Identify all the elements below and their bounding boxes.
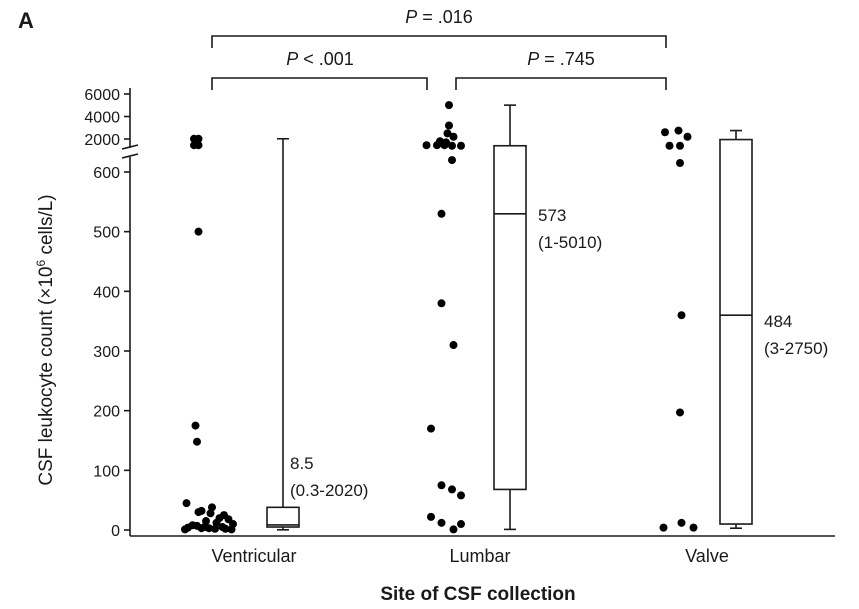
data-point xyxy=(437,299,446,308)
data-point xyxy=(437,481,446,490)
iqr-box xyxy=(493,144,527,491)
data-point xyxy=(182,499,191,508)
y-tick-label: 400 xyxy=(93,284,120,301)
box-labels: 8.5 (0.3-2020) 573 (1-5010) 484 (3-2750) xyxy=(290,206,828,500)
box-median-label: 8.5 xyxy=(290,454,314,473)
data-point xyxy=(221,524,230,533)
data-point xyxy=(440,141,449,150)
data-point xyxy=(674,126,683,135)
data-point xyxy=(211,524,219,533)
data-point xyxy=(683,132,692,141)
box-median-label: 484 xyxy=(764,312,792,331)
data-point xyxy=(449,341,458,350)
data-point xyxy=(427,424,435,433)
axis-break-mark xyxy=(121,144,139,150)
box-plots xyxy=(266,104,753,531)
y-tick-label: 200 xyxy=(93,404,120,421)
comparison-p-value: P = .745 xyxy=(527,49,595,69)
y-tick-label: 500 xyxy=(93,225,120,242)
box-range-label: (0.3-2020) xyxy=(290,481,368,500)
data-point xyxy=(449,525,458,534)
comparison-bracket xyxy=(455,77,667,90)
comparison-p-value: P = .016 xyxy=(405,7,473,27)
box-range-label: (1-5010) xyxy=(538,233,602,252)
data-point xyxy=(665,141,674,150)
data-points xyxy=(181,101,698,534)
axes: 0 100 200 300 400 500 600 2000 4000 6000 Ventricul… xyxy=(84,87,835,566)
data-point xyxy=(443,129,452,138)
data-point xyxy=(445,121,453,130)
data-point xyxy=(445,101,453,110)
y-tick-label: 100 xyxy=(93,463,120,480)
data-point xyxy=(457,141,465,150)
data-point xyxy=(676,159,684,168)
y-tick-label: 600 xyxy=(93,165,120,182)
data-point xyxy=(457,520,465,529)
y-axis-label: CSF leukocyte count (×106 cells/L) xyxy=(34,194,57,485)
data-point xyxy=(448,156,456,165)
panel-label: A xyxy=(18,8,34,33)
box-range-label: (3-2750) xyxy=(764,339,828,358)
x-axis-label: Site of CSF collection xyxy=(380,584,575,605)
data-point xyxy=(448,485,456,494)
data-point xyxy=(677,311,686,320)
data-point xyxy=(427,512,435,521)
data-point xyxy=(437,209,446,218)
comparison-brackets: P = .016 P < .001 P = .745 xyxy=(211,7,667,90)
data-point xyxy=(677,518,686,527)
data-point xyxy=(437,518,446,527)
y-tick-label: 6000 xyxy=(84,87,120,104)
data-point xyxy=(205,524,213,533)
data-point xyxy=(194,141,203,150)
x-tick-label: Lumbar xyxy=(449,546,510,566)
comparison-bracket xyxy=(211,77,428,90)
x-tick-label: Ventricular xyxy=(211,546,296,566)
x-tick-label: Valve xyxy=(685,546,729,566)
iqr-box xyxy=(719,138,753,525)
box-median-label: 573 xyxy=(538,206,566,225)
y-tick-label: 0 xyxy=(111,523,120,540)
data-point xyxy=(193,437,201,446)
comparison-p-value: P < .001 xyxy=(286,49,354,69)
data-point xyxy=(191,421,200,430)
y-tick-label: 2000 xyxy=(84,132,120,149)
comparison-bracket xyxy=(211,35,667,48)
data-point xyxy=(448,141,456,150)
data-point xyxy=(206,509,215,518)
data-point xyxy=(689,523,698,532)
data-point xyxy=(676,141,684,150)
y-tick-label: 4000 xyxy=(84,110,120,127)
data-point xyxy=(194,227,203,236)
data-point xyxy=(457,491,465,500)
data-point xyxy=(181,525,189,534)
iqr-box xyxy=(266,506,300,528)
data-point xyxy=(449,132,458,141)
axis-break-mark xyxy=(121,153,139,159)
data-point xyxy=(433,141,441,150)
data-point xyxy=(422,141,431,150)
data-point xyxy=(227,525,236,534)
y-tick-label: 300 xyxy=(93,344,120,361)
data-point xyxy=(194,134,203,143)
data-point xyxy=(661,128,669,137)
data-point xyxy=(197,524,206,533)
data-point xyxy=(676,408,684,417)
data-point xyxy=(659,523,668,532)
data-point xyxy=(194,508,203,517)
